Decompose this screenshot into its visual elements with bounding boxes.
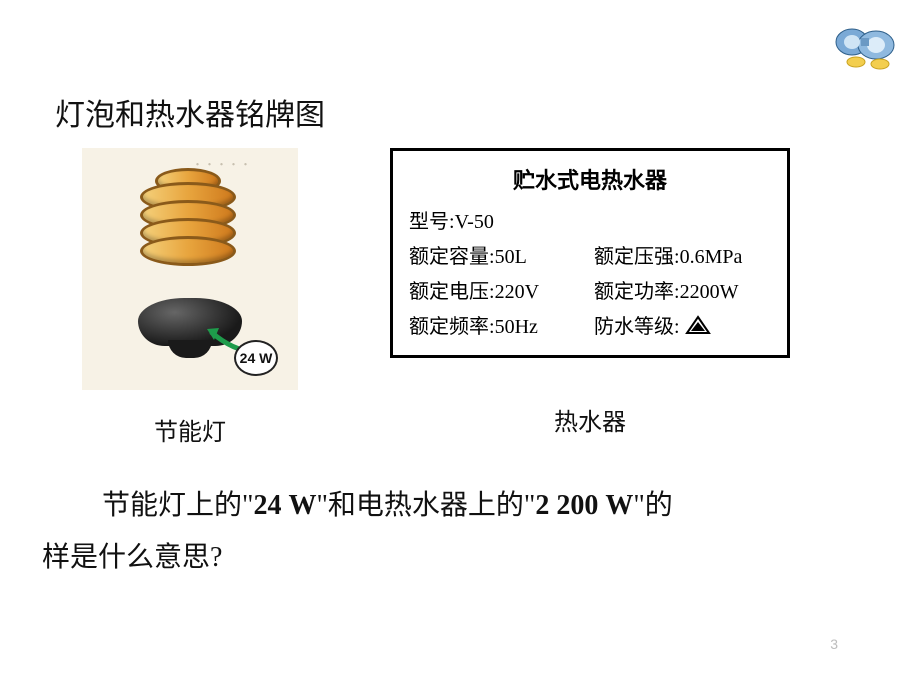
model-label: 型号: xyxy=(409,211,455,233)
lamp-image: ・・・・・ 24 W xyxy=(82,148,298,390)
spec-power: 额定功率:2200W xyxy=(594,275,771,304)
heater-caption: 热水器 xyxy=(554,402,626,437)
model-value: V-50 xyxy=(455,211,494,233)
nameplate-model: 型号:V-50 xyxy=(409,205,771,234)
figures-row: ・・・・・ 24 W 节能灯 贮水式电热水器 型号:V-50 xyxy=(0,148,920,447)
q-val2: 2 200 W xyxy=(535,490,633,521)
heater-column: 贮水式电热水器 型号:V-50 额定容量:50L 额定压强:0.6MPa 额定电… xyxy=(380,148,800,437)
spec-voltage: 额定电压:220V xyxy=(409,275,586,304)
q-part1: 节能灯上的" xyxy=(102,490,253,521)
q-part2: "和电热水器上的" xyxy=(316,490,535,521)
lamp-spiral xyxy=(140,168,240,266)
page-number: 3 xyxy=(830,636,838,652)
question-text: 节能灯上的"24 W"和电热水器上的"2 200 W"的 样是什么意思? xyxy=(42,480,920,584)
spec-waterproof: 防水等级: xyxy=(594,310,771,341)
page-title: 灯泡和热水器铭牌图 xyxy=(55,90,325,134)
spec-frequency: 额定频率:50Hz xyxy=(409,310,586,341)
heater-nameplate: 贮水式电热水器 型号:V-50 额定容量:50L 额定压强:0.6MPa 额定电… xyxy=(390,148,790,358)
lamp-caption: 节能灯 xyxy=(154,412,226,447)
nameplate-title: 贮水式电热水器 xyxy=(409,163,771,195)
nameplate-spec-grid: 额定容量:50L 额定压强:0.6MPa 额定电压:220V 额定功率:2200… xyxy=(409,240,771,341)
q-line2: 样是什么意思? xyxy=(42,542,222,573)
spec-capacity: 额定容量:50L xyxy=(409,240,586,269)
lamp-column: ・・・・・ 24 W 节能灯 xyxy=(0,148,380,447)
lamp-watt-badge: 24 W xyxy=(234,340,278,376)
q-val1: 24 W xyxy=(253,490,316,521)
spec-pressure: 额定压强:0.6MPa xyxy=(594,240,771,269)
waterproof-triangle-icon xyxy=(685,315,711,341)
binoculars-icon xyxy=(830,20,900,70)
q-part3: "的 xyxy=(633,490,672,521)
